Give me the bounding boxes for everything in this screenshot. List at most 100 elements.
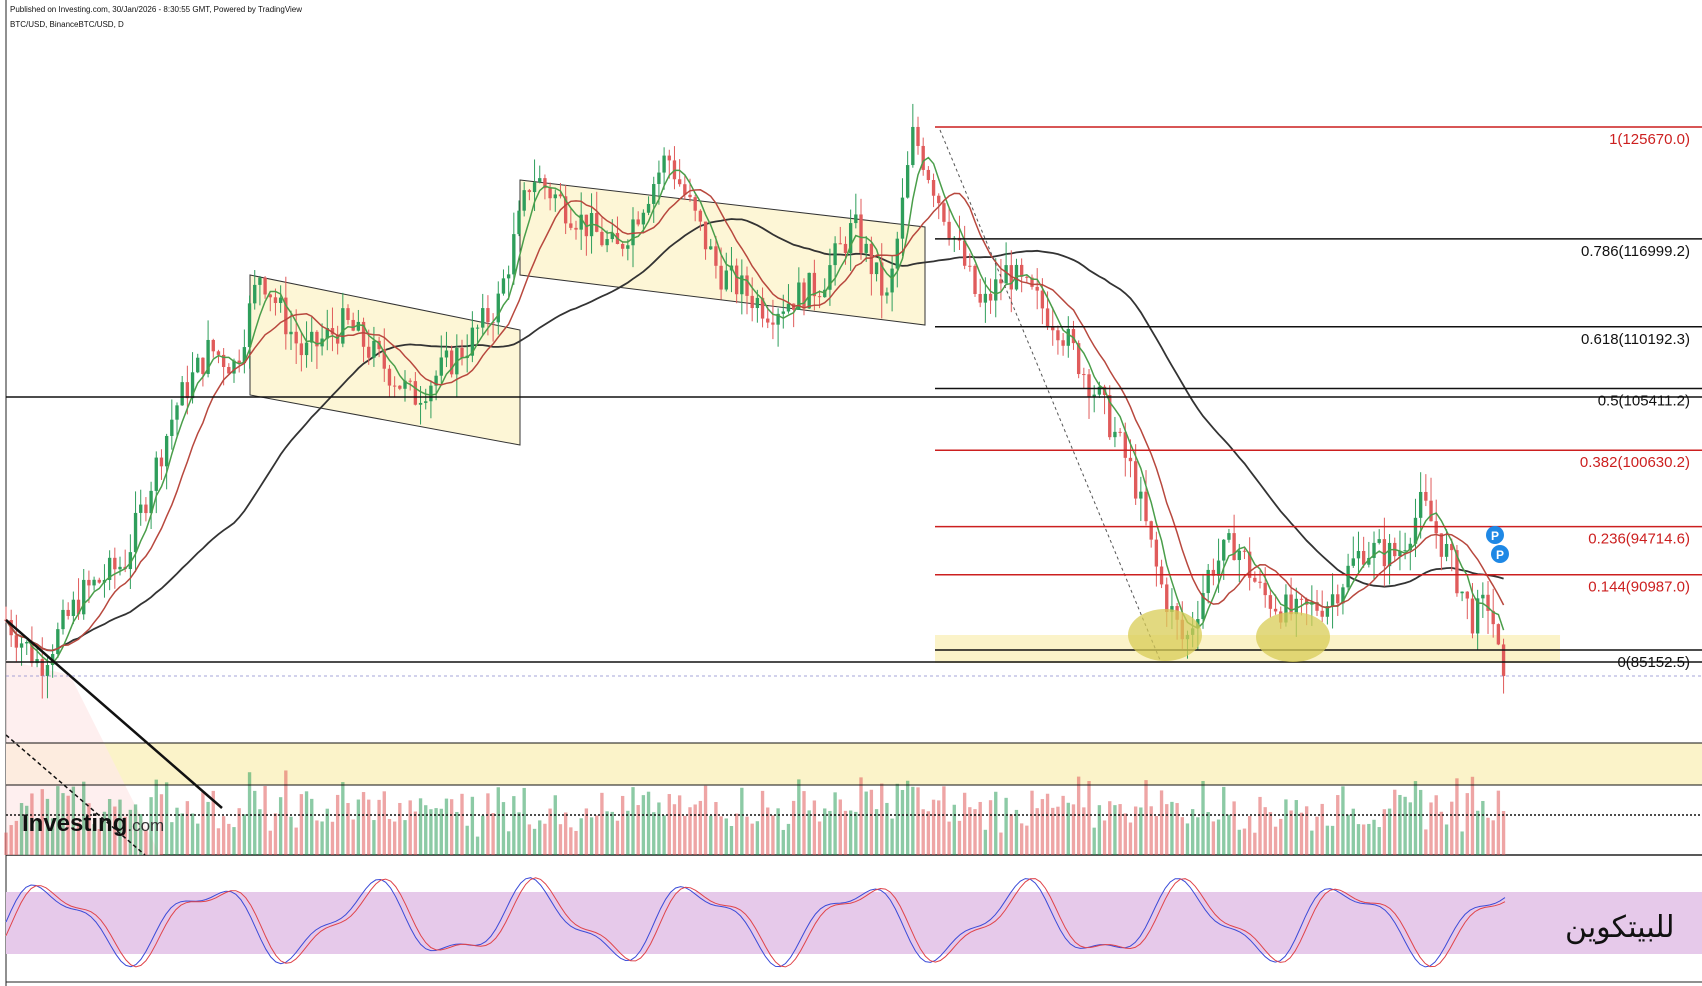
fib-diagonal [939, 129, 1161, 661]
volume-bar [211, 790, 215, 855]
investing-logo: Investing.com [22, 810, 164, 838]
volume-bar [1491, 820, 1495, 855]
volume-bar [1356, 824, 1361, 855]
candle [709, 238, 713, 250]
volume-bar [740, 787, 744, 855]
candle [144, 497, 148, 522]
volume-bar [102, 811, 107, 855]
candle [1227, 528, 1231, 543]
volume-bar [750, 823, 754, 855]
volume-bar [999, 832, 1003, 855]
volume-bar [496, 787, 500, 855]
candle [304, 321, 309, 368]
marker-p-1-label: P [1491, 529, 1499, 543]
candle [1144, 470, 1148, 526]
watermark-text: للبيتكوين [1565, 910, 1675, 945]
volume-bar [1201, 781, 1205, 855]
volume-bar [755, 821, 760, 855]
candle [118, 556, 122, 576]
volume-bar [968, 807, 972, 855]
candle [1108, 385, 1112, 440]
volume-bar [87, 803, 91, 855]
candle [258, 275, 262, 306]
volume-bar [1325, 825, 1330, 855]
volume-bar [1014, 809, 1019, 855]
candle [237, 349, 241, 373]
candle [475, 324, 480, 345]
candle [988, 278, 993, 314]
marker-p-2[interactable] [1491, 545, 1509, 563]
volume-bar [1475, 810, 1480, 855]
volume-bar [558, 824, 563, 855]
volume-bar [890, 818, 894, 855]
volume-bar [1372, 819, 1376, 855]
candle [1092, 385, 1096, 413]
candle [921, 137, 925, 176]
volume-bar [698, 800, 703, 855]
volume-bar [429, 809, 433, 855]
candle [87, 570, 91, 604]
candle [522, 182, 526, 217]
volume-bar [1154, 816, 1159, 855]
volume-bar [1268, 812, 1273, 855]
volume-bar [615, 820, 620, 855]
candle [185, 365, 190, 415]
volume-bar [475, 836, 480, 855]
marker-p-1[interactable] [1486, 526, 1504, 544]
volume-bar [1071, 804, 1076, 855]
volume-bar [620, 795, 625, 855]
volume-bar [781, 829, 785, 855]
volume-bar [14, 820, 19, 855]
volume-bar [284, 770, 288, 855]
volume-bar [1304, 806, 1309, 855]
volume-bar [180, 813, 184, 855]
candle [496, 281, 500, 335]
volume-bar [470, 796, 475, 855]
volume-bar [1108, 801, 1112, 855]
volume-bar [1128, 822, 1133, 855]
volume-bar [1418, 789, 1423, 855]
volume-bar [610, 811, 614, 855]
volume-bar [1123, 813, 1127, 855]
volume-bar [1009, 814, 1013, 855]
volume-bar [310, 798, 314, 855]
candle [278, 285, 283, 313]
volume-bar [40, 789, 44, 855]
volume-bar [1299, 812, 1304, 855]
candle [538, 165, 542, 184]
candle [315, 330, 319, 369]
volume-bar [1284, 799, 1288, 855]
volume-bar [185, 801, 190, 855]
volume-bar [1061, 795, 1065, 855]
volume-bar [206, 801, 210, 855]
volume-bar [1367, 823, 1371, 855]
candle [1336, 584, 1340, 616]
volume-bar [548, 808, 552, 855]
volume-bar [734, 813, 739, 855]
volume-bar [1320, 803, 1324, 855]
volume-bar [439, 808, 443, 855]
candle [968, 253, 972, 272]
candle [1087, 369, 1091, 419]
volume-bar [1253, 832, 1257, 855]
candle [786, 284, 791, 314]
bottom-ellipse-1 [1128, 609, 1202, 661]
candle [1154, 531, 1159, 587]
volume-bar [1045, 793, 1050, 855]
ma-long-line [5, 218, 1504, 652]
volume-bar [1330, 825, 1335, 855]
candle [553, 189, 557, 212]
candle [755, 289, 760, 323]
candle [563, 184, 568, 235]
volume-bar [916, 787, 920, 855]
candle [1201, 573, 1205, 629]
volume-bar [1035, 808, 1039, 855]
volume-bar [600, 792, 604, 855]
candle [1351, 536, 1355, 568]
candle [1113, 416, 1117, 448]
candle [802, 278, 806, 316]
volume-bar [1102, 820, 1107, 855]
candle [1066, 316, 1070, 358]
volume-bar [278, 797, 283, 855]
